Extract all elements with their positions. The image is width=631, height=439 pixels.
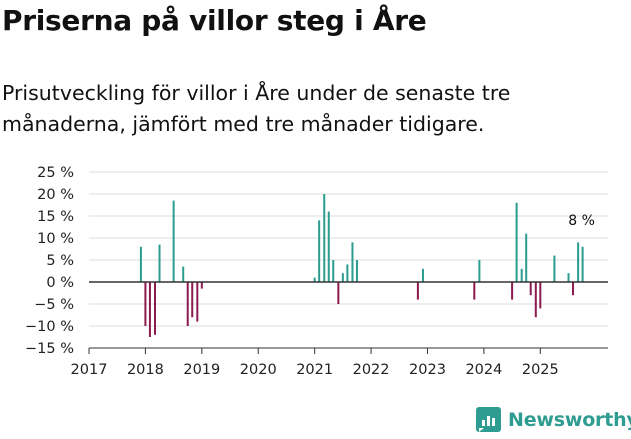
y-tick-label: −5 % — [34, 297, 74, 313]
bar — [318, 220, 321, 282]
bar — [567, 273, 570, 282]
bar — [337, 282, 340, 304]
brand-name: Newsworthy — [508, 408, 631, 431]
bar — [416, 282, 419, 300]
bar — [577, 242, 580, 282]
bar — [351, 242, 354, 282]
bar — [144, 282, 147, 326]
bar — [323, 194, 326, 282]
bar — [139, 246, 142, 282]
bar — [186, 282, 189, 326]
x-tick-label: 2017 — [71, 362, 108, 378]
bar — [534, 282, 537, 318]
x-tick-label: 2024 — [465, 362, 502, 378]
y-axis-ticks: 25 % 20 % 15 % 10 % 5 % 0 % −5 % −10 % −15 % — [25, 165, 74, 357]
y-tick-label: 25 % — [37, 165, 74, 181]
bar — [313, 277, 316, 282]
bar — [581, 246, 584, 282]
x-tick-label: 2022 — [353, 362, 390, 378]
bar — [520, 268, 523, 282]
bar — [332, 260, 335, 282]
chart-subtitle: Prisutveckling för villor i Åre under de… — [2, 81, 511, 136]
x-tick-label: 2021 — [296, 362, 333, 378]
x-tick-label: 2019 — [183, 362, 220, 378]
gridlines — [89, 171, 608, 349]
y-tick-label: −10 % — [25, 319, 74, 335]
bar — [515, 202, 518, 282]
bar — [182, 266, 185, 282]
bar — [341, 273, 344, 282]
y-tick-label: −15 % — [25, 341, 74, 357]
bar — [158, 244, 161, 282]
bar — [529, 282, 532, 296]
bar — [191, 282, 194, 318]
bar — [421, 268, 424, 282]
x-tick-label: 2023 — [409, 362, 446, 378]
y-tick-label: 0 % — [46, 275, 74, 291]
bar — [327, 211, 330, 282]
x-tick-label: 2020 — [240, 362, 277, 378]
bar — [355, 260, 358, 282]
bar — [478, 260, 481, 282]
bar-chart-icon — [476, 407, 501, 432]
value-annotation: 8 % — [568, 213, 595, 229]
x-tick-label: 2025 — [522, 362, 559, 378]
bar — [154, 282, 157, 335]
x-axis-ticks: 2017 2018 2019 2020 2021 2022 2023 2024 2025 — [71, 348, 559, 378]
bar — [148, 282, 151, 337]
chart-title: Priserna på villor steg i Åre — [2, 4, 427, 37]
bar — [473, 282, 476, 300]
bar — [553, 255, 556, 282]
y-tick-label: 10 % — [37, 231, 74, 247]
y-tick-label: 20 % — [37, 187, 74, 203]
annotations: 8 % — [568, 213, 595, 229]
bar — [196, 282, 199, 322]
bar — [200, 282, 203, 289]
bars — [139, 194, 584, 337]
axes — [89, 281, 608, 349]
bar — [539, 282, 542, 309]
y-tick-label: 5 % — [46, 253, 74, 269]
bar — [525, 233, 528, 282]
bar — [172, 200, 175, 282]
y-tick-label: 15 % — [37, 209, 74, 225]
x-tick-label: 2018 — [127, 362, 164, 378]
newsworthy-logo: Newsworthy — [476, 407, 631, 432]
bar — [511, 282, 514, 300]
bar — [572, 282, 575, 296]
bar — [346, 264, 349, 282]
